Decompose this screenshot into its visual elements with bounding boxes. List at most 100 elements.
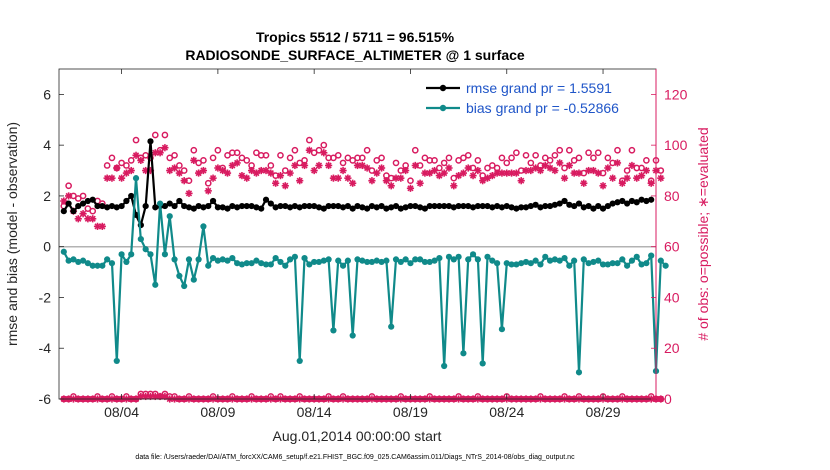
series-point-bias — [609, 260, 616, 267]
legend-box — [415, 76, 650, 120]
series-point-bias — [445, 253, 453, 260]
series-point-bias — [619, 256, 626, 263]
obs-possible-marker — [474, 157, 482, 164]
obs-possible-marker — [84, 205, 92, 212]
series-point-bias — [436, 255, 443, 262]
series-point-bias — [662, 262, 669, 269]
obs-possible-marker — [277, 151, 284, 159]
obs-possible-marker — [431, 157, 438, 164]
series-point-bias — [657, 257, 664, 264]
series-point-rmse — [590, 205, 597, 212]
series-point-bias — [503, 260, 510, 267]
series-point-bias — [571, 257, 578, 264]
obs-evaluated-marker — [180, 177, 188, 185]
obs-evaluated-marker — [65, 192, 73, 200]
y-tick-label-left: 6 — [43, 86, 51, 102]
obs-evaluated-marker — [272, 179, 280, 187]
obs-possible-marker — [320, 141, 328, 149]
series-point-bias — [349, 332, 356, 339]
series-point-bias — [79, 257, 87, 264]
series-point-rmse — [368, 202, 376, 210]
series-point-rmse — [267, 200, 274, 207]
obs-possible-marker — [623, 167, 631, 174]
series-point-rmse — [441, 202, 448, 210]
obs-possible-marker — [455, 157, 462, 164]
series-point-bias — [176, 272, 183, 279]
obs-possible-marker — [411, 146, 419, 154]
series-point-rmse — [234, 204, 241, 211]
obs-possible-marker — [643, 157, 650, 164]
series-point-bias — [75, 258, 82, 266]
series-point-rmse — [118, 202, 125, 210]
series-point-rmse — [498, 204, 506, 211]
obs-possible-marker — [594, 149, 602, 157]
series-point-bias — [99, 262, 106, 269]
obs-possible-marker — [306, 136, 313, 144]
series-point-rmse — [330, 202, 337, 210]
series-point-bias — [181, 282, 188, 290]
y-axis-label-right: # of obs: o=possible; ∗=evaluated — [695, 127, 711, 340]
obs-evaluated-marker — [161, 144, 169, 152]
series-point-rmse — [185, 204, 193, 211]
series-point-rmse — [320, 205, 327, 212]
obs-possible-marker — [522, 151, 530, 159]
series-point-rmse — [465, 202, 472, 210]
series-point-rmse — [99, 202, 106, 210]
series-point-rmse — [580, 204, 587, 211]
obs-possible-marker — [488, 162, 496, 169]
series-point-rmse — [508, 204, 515, 211]
series-point-bias — [402, 256, 409, 263]
series-point-bias — [638, 261, 645, 268]
obs-evaluated-marker — [560, 174, 569, 182]
series-point-rmse — [142, 202, 149, 210]
series-point-rmse — [253, 204, 260, 211]
obs-possible-marker — [200, 157, 207, 164]
series-point-bias — [243, 260, 250, 267]
obs-evaluated-marker — [483, 174, 492, 182]
obs-evaluated-marker — [281, 182, 289, 190]
series-point-bias — [229, 255, 236, 262]
series-point-bias — [508, 261, 515, 268]
obs-possible-marker — [460, 154, 467, 162]
series-point-bias — [421, 258, 429, 266]
series-point-rmse — [171, 202, 178, 210]
series-point-bias — [118, 251, 125, 258]
series-point-bias — [450, 256, 457, 263]
obs-evaluated-marker — [117, 174, 126, 182]
obs-evaluated-marker — [575, 169, 583, 177]
series-point-bias — [320, 257, 327, 264]
obs-evaluated-marker — [604, 164, 612, 172]
obs-possible-marker — [161, 131, 169, 139]
obs-evaluated-marker — [175, 169, 183, 177]
obs-possible-marker — [628, 146, 636, 154]
y-tick-label-left: 0 — [43, 239, 51, 255]
legend-marker-rmse — [439, 84, 447, 92]
series-point-bias — [301, 255, 308, 262]
obs-possible-marker — [484, 164, 491, 172]
obs-evaluated-marker — [440, 169, 448, 177]
series-point-rmse — [248, 202, 255, 210]
obs-possible-marker — [108, 154, 116, 162]
obs-evaluated-marker — [195, 169, 203, 177]
obs-possible-marker — [565, 146, 573, 154]
series-point-rmse — [200, 204, 207, 211]
series-point-bias — [441, 362, 448, 370]
series-point-bias — [195, 256, 202, 263]
obs-possible-marker — [190, 146, 198, 154]
series-point-bias — [166, 213, 173, 220]
obs-possible-marker — [464, 151, 472, 159]
series-point-bias — [527, 260, 534, 267]
series-point-bias — [643, 260, 650, 267]
series-point-bias — [460, 350, 467, 357]
obs-possible-marker — [286, 154, 294, 162]
series-point-bias — [142, 246, 149, 253]
series-point-rmse — [388, 204, 395, 211]
obs-evaluated-marker — [397, 174, 405, 182]
series-point-bias — [633, 253, 640, 260]
series-point-bias — [267, 261, 274, 268]
obs-evaluated-marker — [103, 174, 111, 182]
series-point-bias — [392, 256, 400, 263]
series-point-bias — [373, 257, 380, 264]
obs-evaluated-marker — [565, 161, 573, 170]
